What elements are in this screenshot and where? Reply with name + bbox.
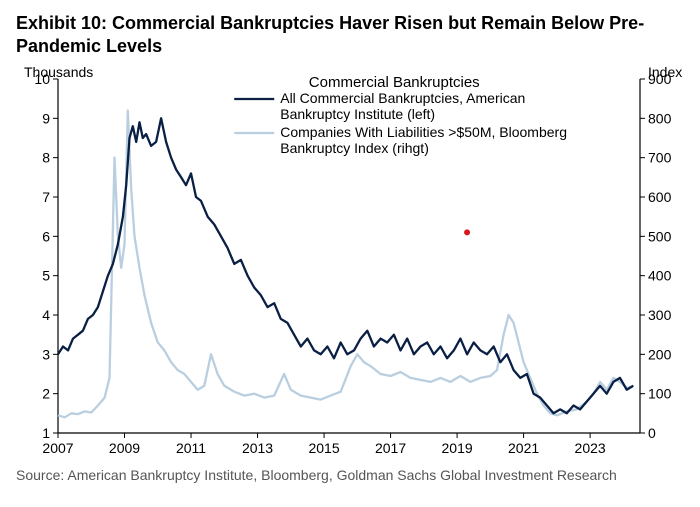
legend: Commercial BankruptciesAll Commercial Ba… (234, 74, 567, 156)
y-left-tick: 5 (42, 268, 50, 284)
source-footer: Source: American Bankruptcy Institute, B… (16, 467, 684, 483)
y-right-tick: 900 (648, 71, 672, 87)
y-left-tick: 1 (42, 425, 50, 441)
x-tick: 2019 (442, 440, 473, 456)
x-tick: 2007 (42, 440, 73, 456)
chart-title: Exhibit 10: Commercial Bankruptcies Have… (16, 12, 684, 57)
x-tick: 2015 (308, 440, 339, 456)
y-left-tick: 10 (34, 71, 50, 87)
y-left-tick: 7 (42, 189, 50, 205)
y-right-tick: 100 (648, 386, 672, 402)
series-all_commercial (58, 118, 633, 413)
x-tick: 2009 (109, 440, 140, 456)
red-dot-marker (464, 229, 470, 235)
y-right-tick: 500 (648, 228, 672, 244)
x-tick: 2013 (242, 440, 273, 456)
y-right-tick: 300 (648, 307, 672, 323)
series-bloomberg_index (58, 111, 633, 418)
chart-area: ThousandsIndex12345678910010020030040050… (16, 63, 684, 463)
y-right-tick: 400 (648, 268, 672, 284)
y-right-tick: 600 (648, 189, 672, 205)
y-left-tick: 9 (42, 110, 50, 126)
y-left-tick: 6 (42, 228, 50, 244)
y-right-tick: 0 (648, 425, 656, 441)
legend-label: Bankruptcy Index (rihgt) (280, 140, 429, 156)
legend-title: Commercial Bankruptcies (309, 74, 480, 91)
legend-label: Bankruptcy Institute (left) (280, 106, 435, 122)
x-tick: 2011 (176, 440, 206, 456)
y-right-tick: 200 (648, 346, 672, 362)
y-left-tick: 3 (42, 346, 50, 362)
y-left-tick: 2 (42, 386, 50, 402)
x-tick: 2017 (375, 440, 406, 456)
y-left-tick: 4 (42, 307, 50, 323)
legend-label: Companies With Liabilities >$50M, Bloomb… (280, 124, 567, 140)
x-tick: 2021 (508, 440, 539, 456)
chart-container: Exhibit 10: Commercial Bankruptcies Have… (0, 0, 700, 507)
chart-svg: ThousandsIndex12345678910010020030040050… (16, 63, 684, 463)
y-right-tick: 700 (648, 150, 672, 166)
y-right-tick: 800 (648, 110, 672, 126)
x-tick: 2023 (575, 440, 606, 456)
y-left-tick: 8 (42, 150, 50, 166)
legend-label: All Commercial Bankruptcies, American (280, 90, 525, 106)
